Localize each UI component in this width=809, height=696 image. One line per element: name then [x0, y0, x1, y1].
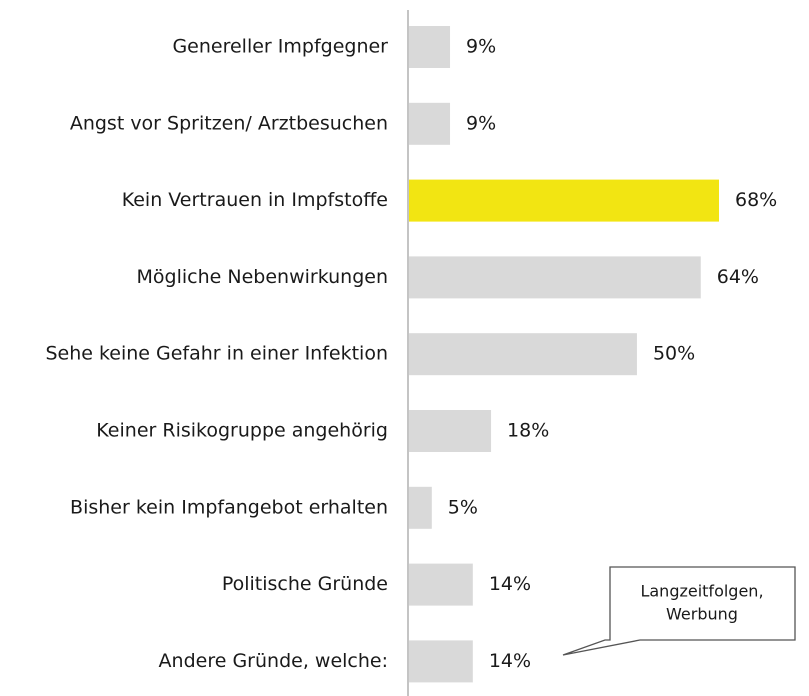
value-label: 5%: [448, 496, 478, 518]
annotation: Werbung: [666, 605, 738, 624]
category-label: Politische Gründe: [222, 573, 388, 595]
category-label: Andere Gründe, welche:: [159, 650, 388, 672]
bar: [409, 256, 701, 299]
value-label: 68%: [735, 189, 777, 211]
value-label: 18%: [507, 420, 549, 442]
category-label: Kein Vertrauen in Impfstoffe: [122, 189, 388, 211]
bar: [409, 102, 451, 145]
value-label: 14%: [489, 573, 531, 595]
bar: [409, 333, 637, 376]
callout-box: [562, 566, 796, 656]
value-label: 9%: [466, 112, 496, 134]
bar: [409, 640, 473, 683]
category-label: Angst vor Spritzen/ Arztbesuchen: [70, 112, 388, 134]
value-label: 64%: [717, 266, 759, 288]
bar: [409, 486, 432, 529]
bar: [409, 410, 492, 452]
category-label: Sehe keine Gefahr in einer Infektion: [45, 343, 388, 365]
annotation: Langzeitfolgen,: [640, 582, 763, 601]
category-label: Mögliche Nebenwirkungen: [137, 266, 388, 288]
value-label: 14%: [489, 650, 531, 672]
bar: [409, 179, 719, 222]
bar: [409, 26, 451, 68]
value-label: 9%: [466, 36, 496, 58]
category-label: Bisher kein Impfangebot erhalten: [70, 496, 388, 518]
category-label: Keiner Risikogruppe angehörig: [96, 420, 388, 442]
value-label: 50%: [653, 343, 695, 365]
category-label: Genereller Impfgegner: [172, 36, 388, 58]
bar: [409, 563, 473, 606]
